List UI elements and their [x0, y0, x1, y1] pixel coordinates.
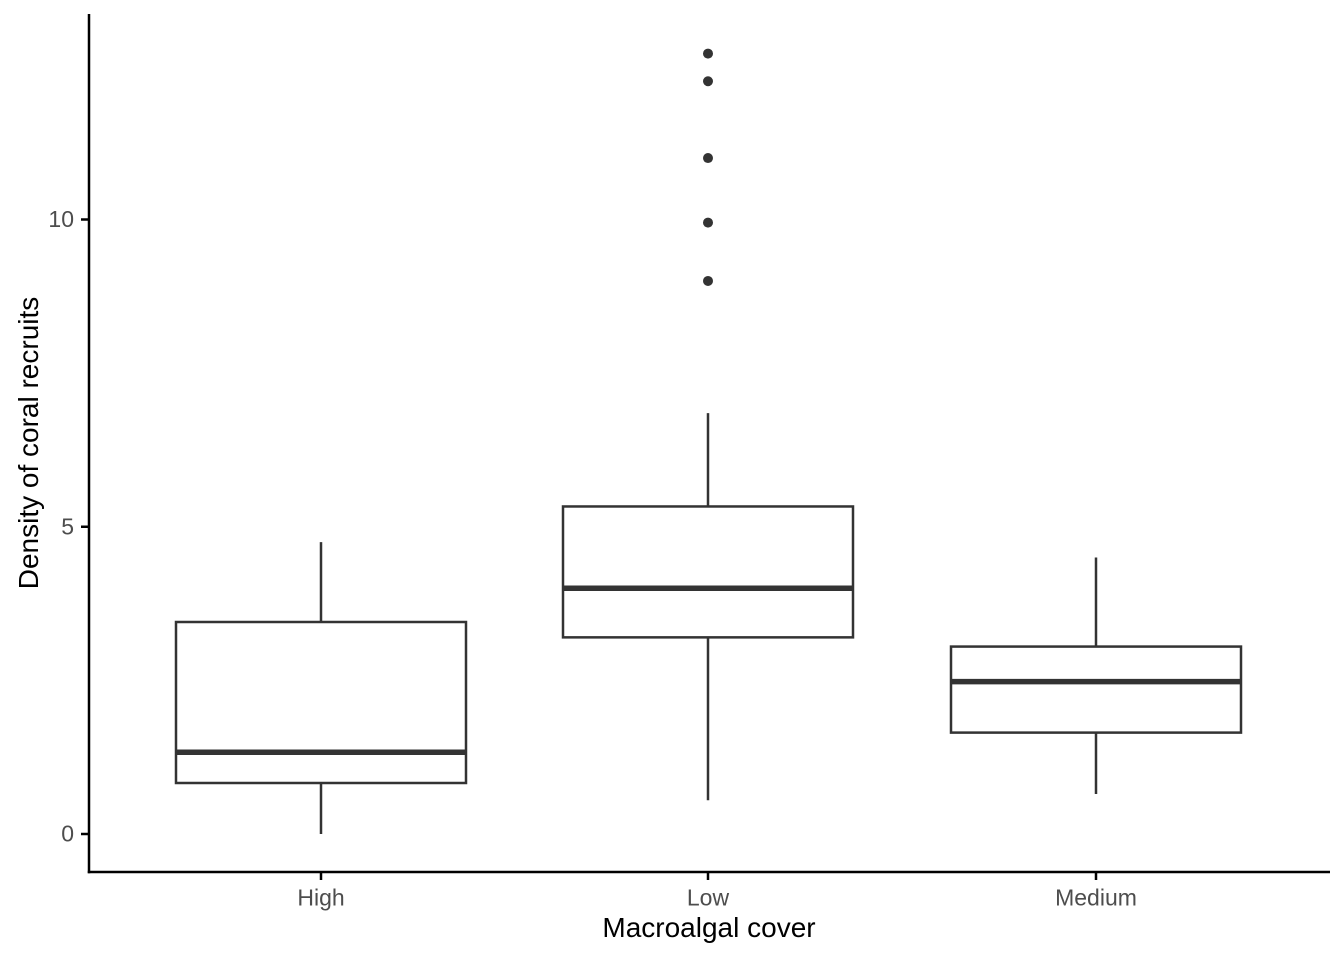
- outlier-point-low: [703, 217, 713, 228]
- x-tick-label-medium: Medium: [1055, 885, 1137, 911]
- outlier-point-low: [703, 48, 713, 59]
- outlier-point-low: [703, 275, 713, 286]
- y-tick-label: 0: [61, 821, 74, 847]
- x-axis-title: Macroalgal cover: [602, 912, 815, 943]
- x-tick-label-high: High: [297, 885, 344, 911]
- y-tick-label: 5: [61, 513, 74, 539]
- x-tick-label-low: Low: [687, 885, 730, 911]
- box-medium: [949, 645, 1243, 734]
- y-tick-label: 10: [48, 206, 74, 232]
- outlier-point-low: [703, 153, 713, 164]
- box-high: [174, 620, 468, 785]
- plot-panel: 0 5 10 High Low Medium: [48, 14, 1330, 911]
- y-axis-title: Density of coral recruits: [13, 297, 44, 590]
- outlier-point-low: [703, 76, 713, 87]
- box-low: [561, 505, 855, 639]
